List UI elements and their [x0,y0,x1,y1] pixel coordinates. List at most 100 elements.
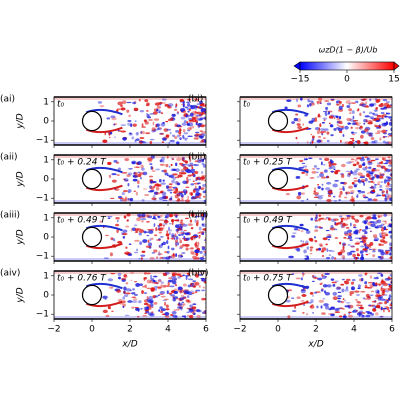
vortex-blob [207,195,212,198]
vortex-blob [110,115,116,119]
vortex-blob [194,244,199,249]
vortex-blob [394,135,396,137]
vortex-blob [367,227,371,230]
vortex-blob [158,101,163,105]
vortex-blob [340,300,345,304]
vortex-blob [161,98,167,101]
vortex-blob [187,195,189,200]
vortex-blob [141,290,144,294]
vortex-blob [158,231,163,234]
vortex-blob [378,224,383,228]
vortex-blob [351,310,355,313]
vortex-blob [320,305,323,309]
vortex-blob [313,276,318,279]
vortex-blob [123,275,128,278]
vortex-blob [205,169,206,171]
vortex-blob [312,295,314,297]
vortex-blob [150,277,155,280]
vortex-blob [165,256,171,260]
vortex-blob [350,126,353,129]
vortex-blob [195,309,201,312]
vortex-blob [153,111,158,115]
vortex-blob [388,256,392,260]
vortex-blob [160,182,166,185]
vortex-blob [378,294,382,297]
vortex-blob [392,163,396,165]
vortex-blob [324,292,331,296]
vortex-blob [127,191,130,194]
vortex-blob [149,163,153,165]
vortex-blob [308,237,313,242]
vortex-blob [168,223,172,225]
cylinder [267,168,289,190]
vortex-blob [323,128,329,131]
vortex-blob [194,119,198,123]
vortex-blob [178,162,181,165]
vortex-blob [348,160,355,163]
vortex-blob [125,292,131,295]
vortex-blob [201,158,204,163]
vortex-blob [143,277,146,281]
vortex-blob [124,196,128,200]
vortex-blob [308,100,314,103]
vortex-blob [310,299,314,304]
vortex-blob [196,125,200,127]
vortex-blob [164,285,171,288]
vortex-blob [172,168,177,172]
vortex-blob [179,128,182,132]
vortex-blob [301,289,305,292]
vortex-blob [382,220,387,223]
vortex-blob [160,284,163,289]
vortex-blob [367,192,370,195]
vortex-blob [356,294,360,296]
vortex-blob [370,312,375,316]
vortex-blob [375,132,381,135]
vortex-blob [354,219,360,223]
vortex-blob [391,289,392,290]
vortex-blob [134,294,138,296]
vortex-blob [313,196,320,199]
vortex-blob [388,284,392,289]
vortex-blob [194,170,199,175]
vortex-blob [376,194,382,197]
vortex-blob [361,156,364,160]
vortex-blob [362,194,366,198]
vortex-blob [387,164,392,167]
vortex-blob [394,307,397,310]
vortex-blob [376,115,382,117]
vortex-blob [187,223,193,227]
vortex-blob [165,233,170,237]
vortex-blob [188,119,193,122]
vortex-blob [309,253,313,255]
vortex-blob [340,181,345,184]
vortex-blob [358,274,363,277]
vortex-blob [146,272,151,275]
vortex-blob [194,281,200,286]
vortex-blob [107,215,113,218]
vortex-blob [342,133,345,137]
vortex-blob [207,159,212,162]
vortex-blob [377,181,381,183]
vortex-blob [117,195,123,199]
vortex-blob [297,142,299,144]
vortex-blob [188,165,193,167]
vortex-blob [135,166,140,168]
vortex-blob [204,139,206,143]
vortex-blob [320,250,325,253]
vortex-blob [209,190,211,193]
vortex-blob [137,213,142,217]
vortex-blob [354,229,359,234]
vortex-blob [194,98,199,101]
vortex-blob [370,223,376,228]
vortex-blob [331,163,337,166]
vortex-blob [385,121,389,125]
vortex-blob [181,170,185,173]
vortex-blob [172,173,178,176]
vortex-blob [171,189,177,191]
vortex-blob [382,223,385,226]
vortex-blob [330,306,335,310]
vortex-blob [136,248,139,252]
vortex-blob [139,137,145,139]
wall-layer [54,97,206,100]
y-axis-label: y/D [16,113,26,129]
